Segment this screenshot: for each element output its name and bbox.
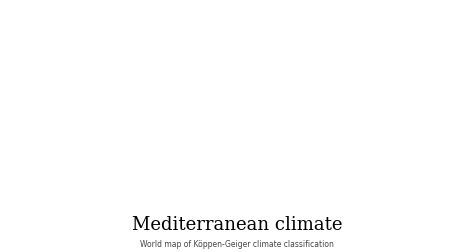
Text: World map of Köppen-Geiger climate classification: World map of Köppen-Geiger climate class… xyxy=(140,239,334,248)
Text: Mediterranean climate: Mediterranean climate xyxy=(132,215,342,233)
